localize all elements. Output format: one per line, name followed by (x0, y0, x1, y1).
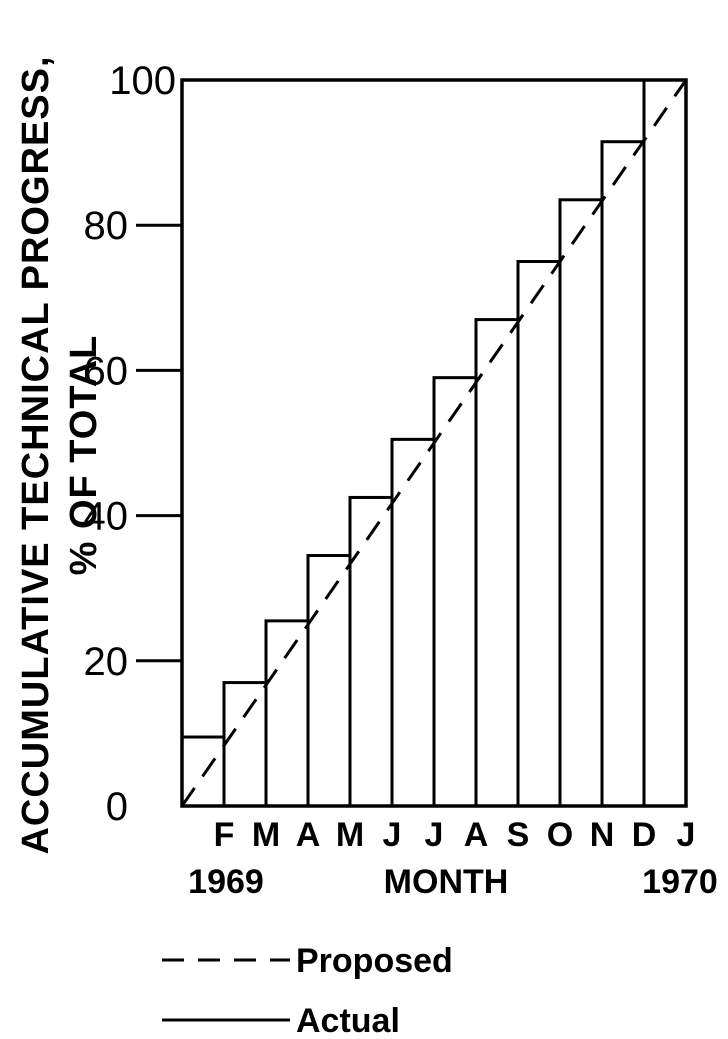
actual-bar (474, 318, 520, 808)
proposed-line (180, 79, 688, 807)
actual-bar (516, 260, 562, 808)
month-label: F (214, 816, 235, 854)
month-label: M (336, 816, 364, 854)
year-end-label: 1970 (642, 863, 718, 901)
legend-proposed-label: Proposed (296, 942, 453, 980)
month-label: A (296, 816, 321, 854)
actual-bar (264, 619, 310, 808)
actual-bar (558, 198, 604, 808)
plot-border (180, 78, 688, 808)
month-label: J (677, 816, 696, 854)
year-start-label: 1969 (188, 863, 264, 901)
y-tick-label: 40 (84, 495, 129, 539)
y-tick-label: 0 (106, 785, 128, 829)
actual-bar (432, 376, 478, 808)
month-label: N (590, 816, 615, 854)
month-label: J (425, 816, 444, 854)
month-label: D (632, 816, 657, 854)
legend-actual-label: Actual (296, 1002, 400, 1039)
actual-bar (600, 140, 646, 808)
y-tick-label: 20 (84, 640, 129, 684)
y-ticks: 0 20 40 60 80 100 (84, 59, 182, 829)
y-tick-label: 100 (109, 59, 176, 103)
y-axis-title-line2: % OF TOTAL (63, 335, 105, 576)
month-label: S (507, 816, 530, 854)
month-label: O (547, 816, 573, 854)
month-label: J (383, 816, 402, 854)
month-label: M (252, 816, 280, 854)
actual-bar (348, 495, 394, 808)
actual-bar (642, 78, 688, 808)
y-tick-label: 60 (84, 349, 129, 393)
y-axis-title-line1: ACCUMULATIVE TECHNICAL PROGRESS, (15, 55, 57, 854)
legend: Proposed Actual (162, 942, 453, 1039)
x-axis-title: MONTH (384, 863, 509, 901)
month-label: A (464, 816, 489, 854)
proposed-dashed-line (180, 79, 688, 807)
plot-frame (180, 78, 688, 808)
actual-bar (222, 681, 268, 808)
y-tick-label: 80 (84, 204, 129, 248)
